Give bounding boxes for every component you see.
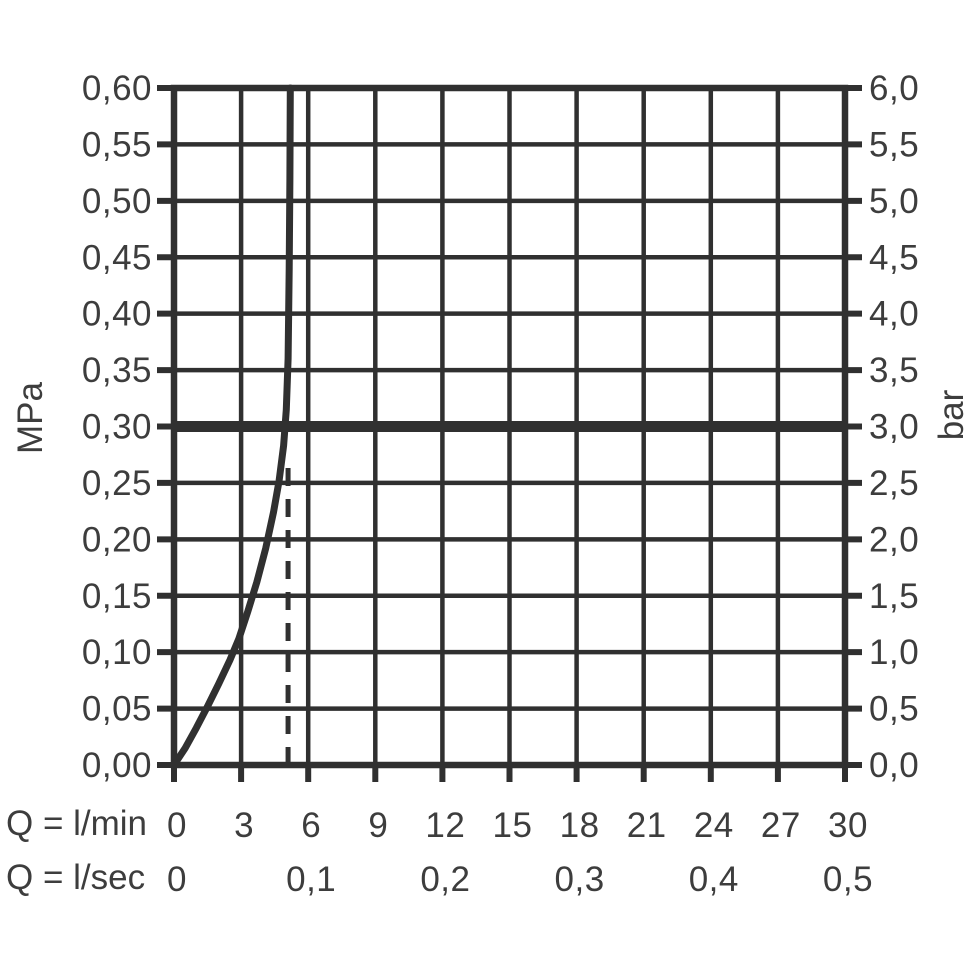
y-right-tick-label: 5,5 bbox=[869, 125, 919, 164]
x-lmin-tick-label: 30 bbox=[828, 806, 868, 845]
y-right-tick-label: 1,0 bbox=[869, 633, 919, 672]
x-lsec-tick-label: 0 bbox=[167, 860, 187, 899]
y-left-tick-label: 0,30 bbox=[82, 408, 152, 447]
y-left-tick-label: 0,45 bbox=[82, 238, 152, 277]
x-lmin-tick-label: 12 bbox=[425, 806, 465, 845]
y-right-tick-label: 2,5 bbox=[869, 464, 919, 503]
y-right-tick-label: 3,0 bbox=[869, 408, 919, 447]
x-lmin-tick-label: 21 bbox=[627, 806, 667, 845]
y-left-tick-label: 0,05 bbox=[82, 690, 152, 729]
y-left-tick-label: 0,35 bbox=[82, 351, 152, 390]
y-left-tick-label: 0,55 bbox=[82, 125, 152, 164]
x-lsec-tick-label: 0,5 bbox=[823, 860, 873, 899]
y-right-tick-label: 3,5 bbox=[869, 351, 919, 390]
y-left-tick-label: 0,40 bbox=[82, 295, 152, 334]
x-lmin-tick-label: 24 bbox=[694, 806, 734, 845]
y-right-tick-label: 0,0 bbox=[869, 746, 919, 785]
x-lmin-tick-label: 6 bbox=[301, 806, 321, 845]
y-left-tick-label: 0,50 bbox=[82, 182, 152, 221]
x-lmin-tick-label: 3 bbox=[234, 806, 254, 845]
y-right-tick-label: 1,5 bbox=[869, 577, 919, 616]
x-lmin-tick-label: 27 bbox=[761, 806, 801, 845]
y-right-tick-label: 2,0 bbox=[869, 520, 919, 559]
y-right-tick-label: 4,0 bbox=[869, 295, 919, 334]
y-axis-right-title: bar bbox=[932, 389, 970, 441]
x-lmin-tick-label: 0 bbox=[167, 806, 187, 845]
y-right-tick-label: 5,0 bbox=[869, 182, 919, 221]
x-axis-lmin-title: Q = l/min bbox=[6, 804, 148, 843]
y-right-tick-label: 4,5 bbox=[869, 238, 919, 277]
flow-curve bbox=[170, 84, 294, 769]
y-left-tick-label: 0,15 bbox=[82, 577, 152, 616]
x-lmin-tick-label: 15 bbox=[493, 806, 533, 845]
y-right-tick-label: 0,5 bbox=[869, 690, 919, 729]
y-left-tick-label: 0,00 bbox=[82, 746, 152, 785]
y-left-tick-label: 0,25 bbox=[82, 464, 152, 503]
x-lmin-tick-label: 9 bbox=[368, 806, 388, 845]
y-left-tick-label: 0,60 bbox=[82, 69, 152, 108]
x-lsec-tick-label: 0,3 bbox=[555, 860, 605, 899]
y-left-tick-label: 0,10 bbox=[82, 633, 152, 672]
x-lsec-tick-label: 0,4 bbox=[689, 860, 739, 899]
x-lsec-tick-label: 0,1 bbox=[286, 860, 336, 899]
y-axis-left-title: MPa bbox=[11, 382, 50, 454]
x-axis-lsec-title: Q = l/sec bbox=[6, 858, 146, 897]
x-lmin-tick-label: 18 bbox=[560, 806, 600, 845]
y-right-tick-label: 6,0 bbox=[869, 69, 919, 108]
x-lsec-tick-label: 0,2 bbox=[420, 860, 470, 899]
y-left-tick-label: 0,20 bbox=[82, 520, 152, 559]
